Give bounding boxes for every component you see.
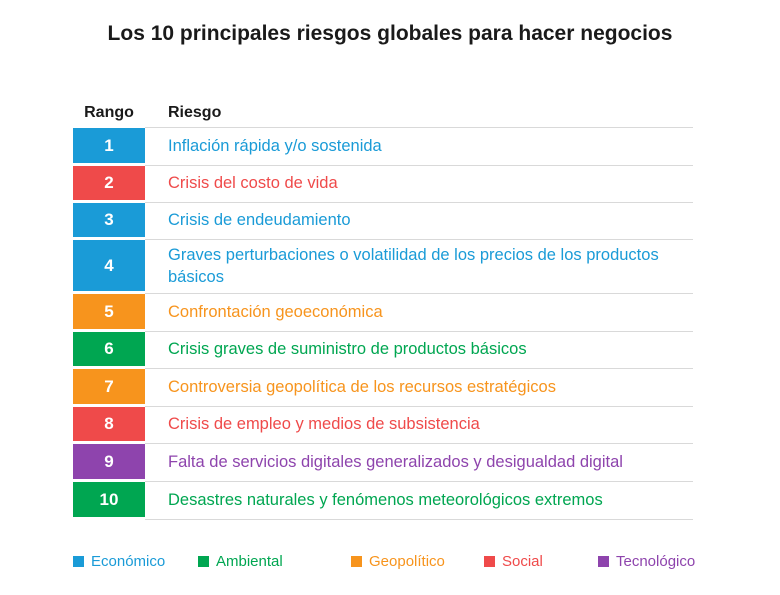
column-header-risk: Riesgo [168, 104, 222, 121]
legend-item: Social [484, 553, 543, 570]
legend-label: Tecnológico [616, 553, 696, 570]
rank-badge: 4 [73, 240, 145, 291]
legend-label: Económico [91, 553, 166, 570]
legend-label: Geopolítico [369, 553, 445, 570]
table-row: 2 Crisis del costo de vida [73, 166, 693, 203]
risk-label: Crisis graves de suministro de productos… [168, 340, 527, 358]
risk-label: Inflación rápida y/o sostenida [168, 136, 382, 155]
risk-label: Crisis de empleo y medios de subsistenci… [168, 415, 480, 433]
legend-swatch [598, 556, 609, 567]
risk-label: Graves perturbaciones o volatilidad de l… [168, 245, 659, 286]
legend-item: Económico [73, 553, 165, 570]
rank-badge: 2 [73, 166, 145, 200]
table-row: 6 Crisis graves de suministro de producto… [73, 332, 693, 369]
table-row: 8 Crisis de empleo y medios de subsistenc… [73, 407, 693, 444]
risk-label: Desastres naturales y fenómenos meteorol… [168, 490, 603, 509]
legend-swatch [73, 556, 84, 567]
column-header-rank: Rango [84, 104, 134, 121]
legend-item: Tecnológico [598, 553, 695, 570]
rank-badge: 7 [73, 369, 145, 404]
rank-badge: 5 [73, 294, 145, 329]
table-row: 7 Controversia geopolítica de los recurso… [73, 369, 693, 407]
legend-label: Ambiental [216, 553, 283, 570]
table-row: 9 Falta de servicios digitales generaliza… [73, 444, 693, 482]
risk-label: Controversia geopolítica de los recursos… [168, 377, 556, 396]
table-row: 1 Inflación rápida y/o sostenida [73, 128, 693, 166]
legend-item: Geopolítico [351, 553, 445, 570]
legend-swatch [484, 556, 495, 567]
rank-badge: 3 [73, 203, 145, 237]
rank-badge: 6 [73, 332, 145, 366]
legend-label: Social [502, 553, 543, 570]
legend: Económico Ambiental Geopolítico Social Tecno… [73, 553, 713, 571]
table-row: 10 Desastres naturales y fenómenos meteor… [73, 482, 693, 520]
risk-label: Crisis de endeudamiento [168, 211, 351, 229]
risk-label: Confrontación geoeconómica [168, 302, 383, 321]
table-row: 4 Graves perturbaciones o volatilidad de … [73, 240, 693, 294]
page-title: Los 10 principales riesgos globales para… [107, 22, 673, 45]
table-row: 3 Crisis de endeudamiento [73, 203, 693, 240]
legend-swatch [198, 556, 209, 567]
header-divider [145, 127, 693, 128]
rank-badge: 10 [73, 482, 145, 517]
risk-table: 1 Inflación rápida y/o sostenida 2 Crisis d… [73, 128, 693, 520]
legend-swatch [351, 556, 362, 567]
rank-badge: 1 [73, 128, 145, 163]
table-row: 5 Confrontación geoeconómica [73, 294, 693, 332]
risk-label: Falta de servicios digitales generalizad… [168, 452, 623, 471]
rank-badge: 8 [73, 407, 145, 441]
rank-badge: 9 [73, 444, 145, 479]
legend-item: Ambiental [198, 553, 283, 570]
risk-label: Crisis del costo de vida [168, 174, 338, 192]
